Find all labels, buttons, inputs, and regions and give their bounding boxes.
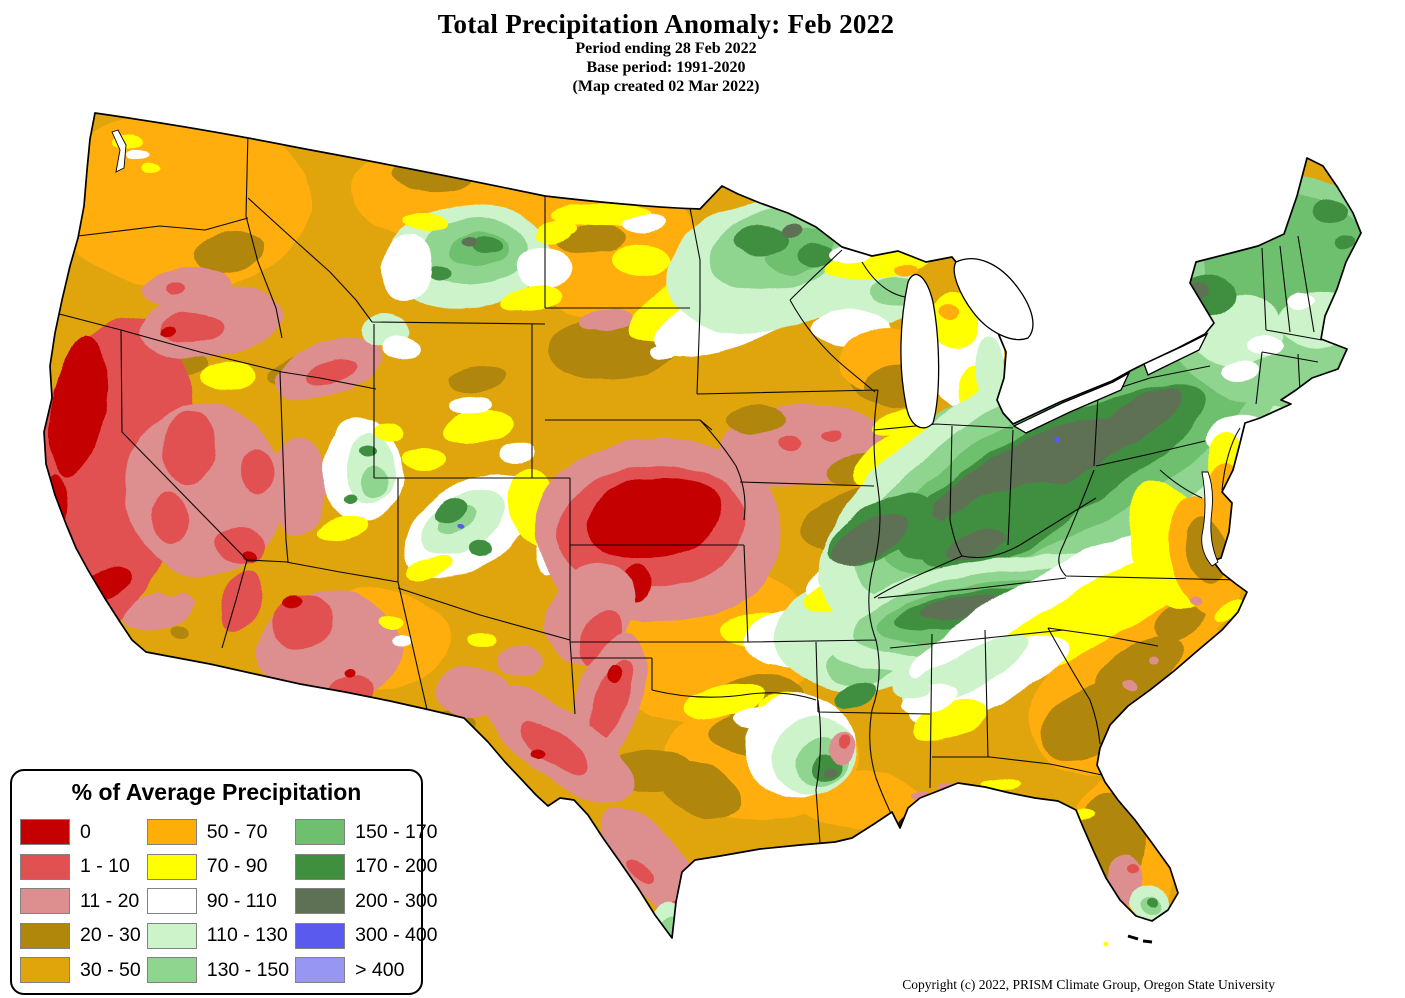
legend-swatch bbox=[20, 819, 70, 846]
lake-erie bbox=[1012, 371, 1131, 434]
legend-swatch bbox=[20, 957, 70, 984]
legend-item-label: > 400 bbox=[355, 958, 405, 981]
legend-item: 130 - 150 bbox=[146, 953, 290, 988]
legend-item: 200 - 300 bbox=[295, 884, 438, 919]
legend-swatch bbox=[146, 888, 197, 915]
legend-item: 20 - 30 bbox=[20, 919, 141, 954]
lake-michigan bbox=[900, 274, 940, 429]
legend-item-label: 70 - 90 bbox=[206, 855, 268, 878]
legend-item-label: 50 - 70 bbox=[206, 820, 268, 843]
legend-item-label: 200 - 300 bbox=[355, 889, 438, 912]
legend-item-label: 30 - 50 bbox=[80, 958, 141, 981]
legend-item-label: 130 - 150 bbox=[206, 958, 290, 981]
copyright-text: Copyright (c) 2022, PRISM Climate Group,… bbox=[902, 977, 1275, 992]
us-outline bbox=[43, 112, 1362, 939]
legend-item: 1 - 10 bbox=[20, 850, 141, 885]
legend-item: > 400 bbox=[295, 953, 437, 988]
legend-item: 11 - 20 bbox=[20, 884, 141, 919]
legend-swatch bbox=[146, 922, 197, 949]
legend-panel: % of Average Precipitation 0 1 - 10 11 -… bbox=[10, 769, 438, 995]
legend-item-label: 20 - 30 bbox=[80, 924, 141, 947]
legend-item-label: 1 - 10 bbox=[80, 855, 130, 878]
legend-item: 70 - 90 bbox=[146, 850, 289, 885]
legend-item-label: 90 - 110 bbox=[206, 889, 277, 912]
map-title-block: Total Precipitation Anomaly: Feb 2022 Pe… bbox=[0, 8, 1332, 97]
florida-keys bbox=[1103, 934, 1153, 947]
legend-item: 150 - 170 bbox=[295, 815, 438, 850]
legend-swatch bbox=[295, 819, 346, 846]
legend-swatch bbox=[20, 853, 70, 880]
legend-item-label: 150 - 170 bbox=[355, 820, 438, 843]
legend-item-label: 300 - 400 bbox=[355, 924, 438, 947]
legend-item-label: 110 - 130 bbox=[206, 924, 288, 947]
legend-item: 110 - 130 bbox=[146, 919, 289, 954]
legend-item-label: 11 - 20 bbox=[80, 889, 140, 912]
legend-swatch bbox=[146, 819, 197, 846]
lake-ontario bbox=[1143, 332, 1209, 376]
legend-item: 300 - 400 bbox=[295, 919, 438, 954]
legend-item-label: 0 bbox=[80, 820, 91, 843]
puget-sound bbox=[111, 129, 127, 173]
map-title: Total Precipitation Anomaly: Feb 2022 bbox=[437, 9, 895, 39]
map-subtitle-created: (Map created 02 Mar 2022) bbox=[572, 78, 760, 96]
legend-swatch bbox=[295, 888, 346, 915]
legend-grid: 0 1 - 10 11 - 20 20 - 30 30 - 50 50 - 70… bbox=[20, 815, 438, 988]
legend-item: 50 - 70 bbox=[146, 815, 289, 850]
legend-item-label: 170 - 200 bbox=[355, 855, 438, 878]
chesapeake-bay bbox=[1201, 471, 1219, 567]
legend-item: 0 bbox=[20, 815, 141, 850]
great-lakes bbox=[900, 258, 1209, 434]
legend-swatch bbox=[146, 853, 197, 880]
legend-swatch bbox=[20, 888, 70, 915]
legend-item: 30 - 50 bbox=[20, 953, 141, 988]
map-subtitle-period: Period ending 28 Feb 2022 bbox=[575, 40, 757, 58]
state-borders bbox=[44, 131, 1323, 844]
legend-item: 90 - 110 bbox=[146, 884, 289, 919]
legend-swatch bbox=[146, 957, 197, 984]
legend-item: 170 - 200 bbox=[295, 850, 438, 885]
lake-huron bbox=[953, 258, 1034, 341]
legend-title: % of Average Precipitation bbox=[71, 779, 362, 805]
legend-swatch bbox=[295, 922, 346, 949]
legend-swatch bbox=[295, 853, 346, 880]
map-subtitle-base: Base period: 1991-2020 bbox=[586, 59, 746, 77]
legend-swatch bbox=[20, 922, 70, 949]
legend-swatch bbox=[295, 957, 346, 984]
